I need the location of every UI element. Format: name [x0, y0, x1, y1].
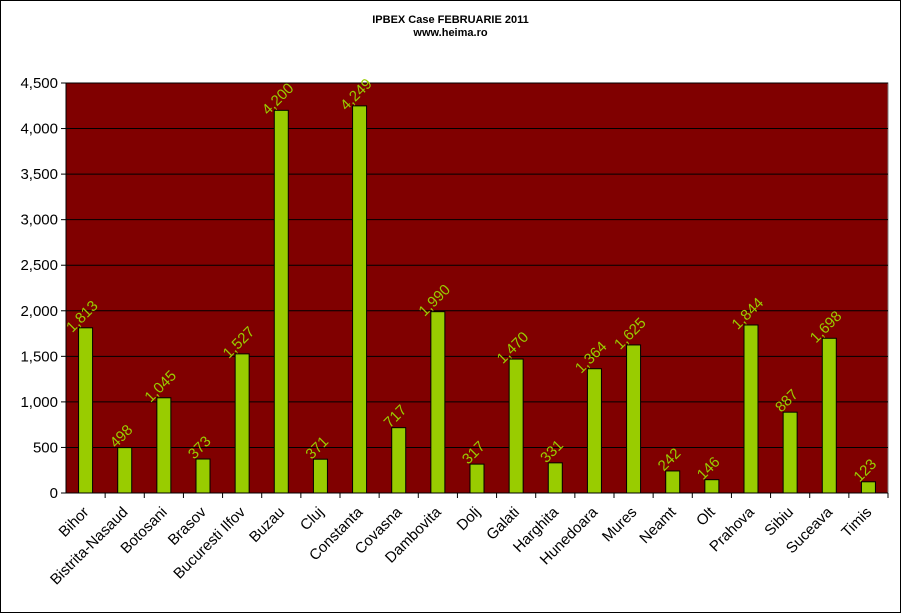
y-tick-label: 2,500: [20, 257, 58, 274]
bar: [586, 368, 602, 494]
bar: [430, 311, 446, 494]
y-tick-label: 500: [33, 439, 58, 456]
bar: [156, 397, 172, 494]
bar: [195, 458, 211, 494]
bar: [273, 109, 289, 494]
chart-title-block: IPBEX Case FEBRUARIE 2011 www.heima.ro: [0, 14, 901, 40]
y-tick-label: 3,000: [20, 212, 58, 229]
chart-subtitle: www.heima.ro: [413, 27, 488, 39]
y-tick-label: 3,500: [20, 166, 58, 183]
bar: [78, 327, 94, 494]
bar: [469, 463, 485, 494]
bar: [352, 105, 368, 494]
plot-area: [65, 82, 889, 494]
y-tick-label: 4,000: [20, 121, 58, 138]
x-tick-label: Buzau: [246, 504, 288, 546]
x-tick-label: Mures: [599, 504, 640, 545]
y-tick-label: 0: [50, 485, 58, 502]
y-tick-label: 4,500: [20, 75, 58, 92]
y-tick-label: 1,500: [20, 348, 58, 365]
y-tick-label: 1,000: [20, 394, 58, 411]
bar: [665, 470, 681, 494]
bar: [782, 411, 798, 494]
x-tick-label: Sibiu: [761, 504, 797, 540]
x-tick-label: Prahova: [706, 503, 758, 555]
x-tick-label: Cluj: [297, 504, 327, 534]
bar: [117, 447, 133, 494]
bar: [704, 479, 720, 494]
bar: [234, 353, 250, 494]
bar: [312, 458, 328, 494]
bar: [391, 427, 407, 494]
x-tick-label: Timis: [838, 504, 875, 541]
bar: [547, 462, 563, 494]
chart-title: IPBEX Case FEBRUARIE 2011: [372, 14, 529, 26]
bar: [743, 324, 759, 494]
bar: [860, 481, 876, 494]
x-tick-label: Dolj: [454, 504, 484, 534]
bar: [508, 358, 524, 494]
y-tick-label: 2,000: [20, 303, 58, 320]
bar: [821, 337, 837, 494]
bar: [626, 344, 642, 494]
x-tick-label: Neamt: [636, 503, 680, 547]
x-tick-label: Olt: [693, 503, 719, 529]
